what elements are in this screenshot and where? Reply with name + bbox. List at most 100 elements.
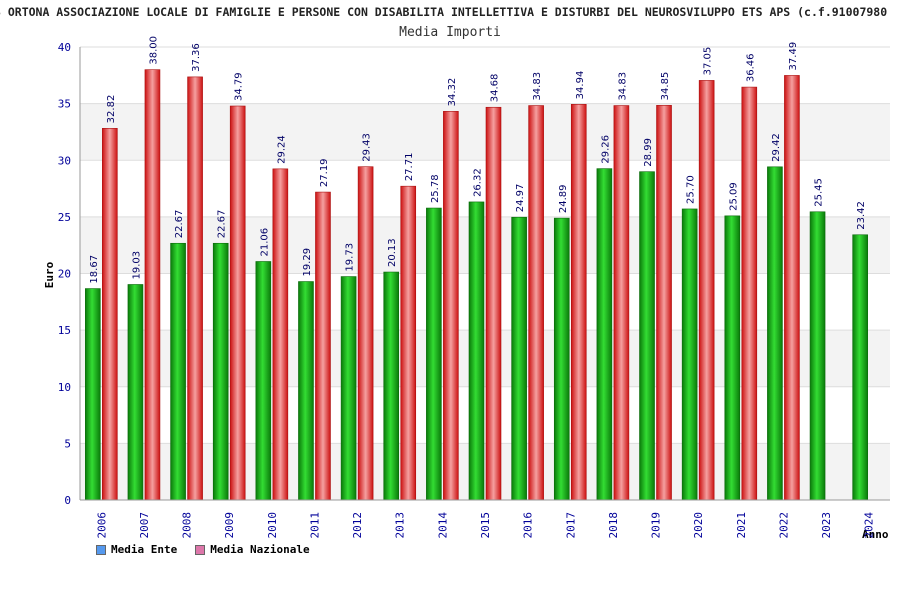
bar-media-nazionale: [613, 105, 630, 501]
x-tick-label: 2020: [692, 512, 705, 539]
data-labels-layer: 18.67 32.82 19.03 38.00 22.67 37.36 22.67 34.79…: [89, 36, 867, 284]
x-tick-label: 2018: [607, 512, 620, 539]
bar-media-ente: [724, 215, 741, 501]
x-tick-label: 2008: [181, 512, 194, 539]
x-tick-label: 2011: [308, 512, 321, 539]
bar-media-ente: [681, 208, 698, 501]
y-tick-label: 15: [58, 324, 71, 337]
bar-media-ente: [212, 242, 229, 501]
data-label-media-ente: 18.67: [89, 255, 100, 284]
bar-media-nazionale: [229, 105, 246, 501]
data-label-media-ente: 25.45: [814, 178, 825, 207]
chart-title: S ORTONA ASSOCIAZIONE LOCALE DI FAMIGLIE…: [0, 5, 888, 19]
x-tick-label: 2014: [436, 512, 449, 539]
legend-label-ente: Media Ente: [111, 543, 178, 556]
bar-media-ente: [127, 284, 144, 501]
data-label-media-ente: 22.67: [174, 210, 185, 239]
bar-media-nazionale: [400, 185, 417, 501]
y-axis-label: Euro: [43, 261, 56, 288]
bar-media-nazionale: [443, 111, 459, 501]
bar-media-ente: [340, 276, 357, 501]
data-label-media-nazionale: 32.82: [106, 95, 117, 124]
bar-media-ente: [468, 201, 485, 501]
y-tick-label: 30: [58, 154, 71, 167]
x-tick-label: 2021: [735, 512, 748, 539]
data-label-media-nazionale: 37.05: [703, 47, 714, 76]
y-tick-label: 20: [58, 268, 71, 281]
legend-item-ente: Media Ente: [96, 543, 177, 556]
bar-media-ente: [511, 216, 527, 501]
legend-swatch-ente: [96, 544, 106, 555]
x-tick-label: 2010: [266, 512, 279, 539]
data-label-media-ente: 19.73: [345, 243, 356, 272]
data-label-media-nazionale: 27.71: [404, 153, 415, 182]
bar-media-nazionale: [741, 86, 758, 501]
data-label-media-nazionale: 37.49: [788, 42, 799, 71]
data-label-media-ente: 28.99: [643, 138, 654, 167]
data-label-media-ente: 19.03: [131, 251, 142, 280]
data-label-media-nazionale: 29.43: [362, 133, 373, 162]
bar-media-nazionale: [187, 76, 203, 501]
data-label-media-nazionale: 34.32: [447, 78, 458, 107]
bar-media-nazionale: [102, 128, 118, 501]
data-label-media-nazionale: 34.85: [660, 72, 671, 101]
data-label-media-nazionale: 37.36: [191, 43, 202, 72]
chart-subtitle: Media Importi: [399, 25, 501, 40]
x-axis-label: Anno: [862, 528, 889, 541]
bar-media-ente: [553, 217, 570, 501]
data-label-media-ente: 26.32: [473, 168, 484, 197]
data-label-media-ente: 22.67: [217, 210, 228, 239]
data-label-media-nazionale: 36.46: [745, 53, 756, 82]
x-tick-label: 2012: [351, 512, 364, 539]
x-tick-label: 2022: [777, 512, 790, 539]
data-label-media-nazionale: 34.83: [617, 72, 628, 101]
x-tick-label: 2017: [564, 512, 577, 539]
legend: Media Ente Media Nazionale: [96, 543, 310, 556]
data-label-media-ente: 21.06: [259, 228, 270, 257]
bar-media-nazionale: [528, 105, 544, 501]
bar-media-ente: [426, 207, 442, 501]
x-tick-label: 2006: [95, 512, 108, 539]
x-tick-label: 2013: [394, 512, 407, 539]
y-tick-label: 10: [58, 381, 71, 394]
bar-media-ente: [85, 288, 101, 501]
bar-media-nazionale: [315, 191, 331, 501]
y-tick-label: 40: [58, 41, 71, 54]
data-label-media-nazionale: 38.00: [148, 36, 159, 65]
bar-media-nazionale: [656, 105, 672, 501]
data-label-media-ente: 25.09: [728, 182, 739, 211]
legend-item-nazionale: Media Nazionale: [195, 543, 310, 556]
bar-media-ente: [383, 271, 400, 501]
axis-layer: 0 5 10 15 20 25 30 35 40 Euro Anno 2006 2007 2008 2009…: [43, 41, 890, 541]
bars-layer: [85, 69, 868, 501]
data-label-media-nazionale: 34.83: [532, 72, 543, 101]
data-label-media-ente: 29.42: [771, 133, 782, 162]
data-label-media-nazionale: 27.19: [319, 158, 330, 187]
y-tick-label: 25: [58, 211, 71, 224]
bar-media-ente: [767, 166, 783, 501]
data-label-media-ente: 24.97: [515, 184, 526, 213]
bar-media-nazionale: [485, 106, 502, 501]
y-tick-label: 5: [64, 437, 71, 450]
x-tick-label: 2009: [223, 512, 236, 539]
bar-media-nazionale: [570, 104, 587, 501]
x-tick-label: 2015: [479, 512, 492, 539]
x-tick-label: 2024: [863, 512, 876, 539]
bar-media-nazionale: [272, 168, 289, 501]
data-label-media-nazionale: 34.94: [575, 71, 586, 100]
bar-media-ente: [639, 171, 655, 501]
data-label-media-ente: 29.26: [600, 135, 611, 164]
data-label-media-ente: 25.78: [430, 174, 441, 203]
bar-media-nazionale: [144, 69, 161, 501]
x-tick-label: 2016: [522, 512, 535, 539]
bar-media-ente: [170, 242, 186, 501]
bar-media-ente: [255, 261, 272, 501]
legend-swatch-nazionale: [195, 544, 206, 555]
legend-label-nazionale: Media Nazionale: [210, 543, 310, 556]
data-label-media-ente: 23.42: [856, 201, 867, 230]
bar-media-ente: [596, 168, 613, 501]
x-tick-label: 2019: [650, 512, 663, 539]
bar-media-nazionale: [784, 75, 800, 501]
data-label-media-ente: 19.29: [302, 248, 313, 277]
